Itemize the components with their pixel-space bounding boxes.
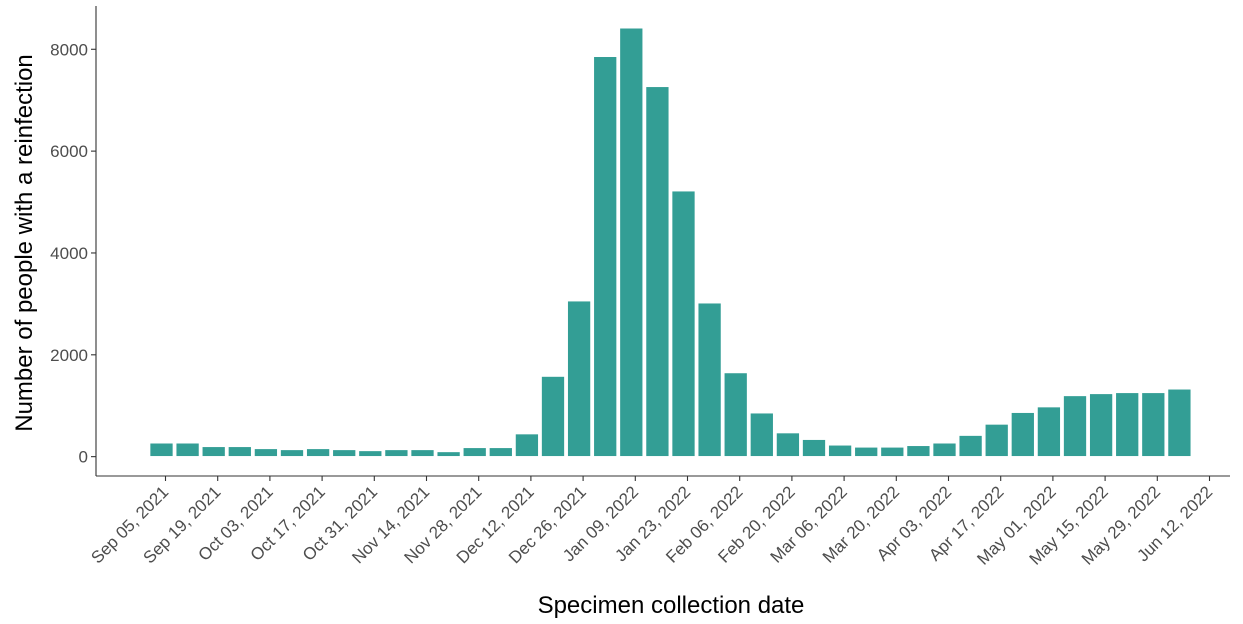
- bar: [984, 423, 1010, 458]
- bar: [906, 444, 931, 458]
- y-tick-label: 6000: [50, 142, 88, 161]
- bar-series: [149, 27, 1192, 458]
- bar: [958, 434, 983, 458]
- bar: [749, 412, 775, 458]
- y-tick-label: 0: [79, 448, 88, 467]
- bar: [488, 446, 514, 458]
- bar: [1036, 406, 1062, 458]
- bar: [384, 448, 409, 458]
- bar: [775, 432, 801, 458]
- bar: [853, 446, 879, 458]
- bar: [540, 375, 566, 458]
- y-axis-ticks: 0 2000 4000 6000 8000: [50, 40, 96, 467]
- y-axis-title: Number of people with a reinfection: [11, 54, 38, 432]
- bar: [1088, 392, 1114, 458]
- bar: [645, 85, 670, 458]
- bar: [462, 446, 488, 458]
- bar: [827, 444, 853, 458]
- bar: [671, 190, 696, 458]
- bar: [1167, 388, 1192, 458]
- y-tick-label: 2000: [50, 346, 88, 365]
- bar: [331, 448, 357, 458]
- bar: [723, 372, 749, 458]
- bar: [357, 449, 383, 458]
- x-axis-title: Specimen collection date: [538, 592, 805, 619]
- bar: [618, 27, 644, 458]
- bar: [149, 442, 174, 458]
- y-tick-label: 4000: [50, 244, 88, 263]
- bar: [201, 445, 227, 458]
- bar: [566, 300, 592, 458]
- bar: [175, 442, 200, 458]
- bar: [305, 447, 331, 458]
- bar: [879, 446, 905, 458]
- bar: [1140, 391, 1166, 458]
- bar: [514, 433, 540, 458]
- bar: [1114, 391, 1140, 458]
- y-tick-label: 8000: [50, 40, 88, 59]
- bar: [1010, 411, 1036, 458]
- bar: [697, 302, 722, 458]
- bar: [801, 438, 827, 458]
- bar: [227, 445, 253, 458]
- bar: [253, 447, 279, 458]
- bar: [410, 448, 435, 458]
- bar: [932, 442, 957, 458]
- bar: [592, 55, 618, 458]
- bar: [279, 448, 305, 458]
- bar: [436, 450, 461, 458]
- bar: [1062, 394, 1088, 458]
